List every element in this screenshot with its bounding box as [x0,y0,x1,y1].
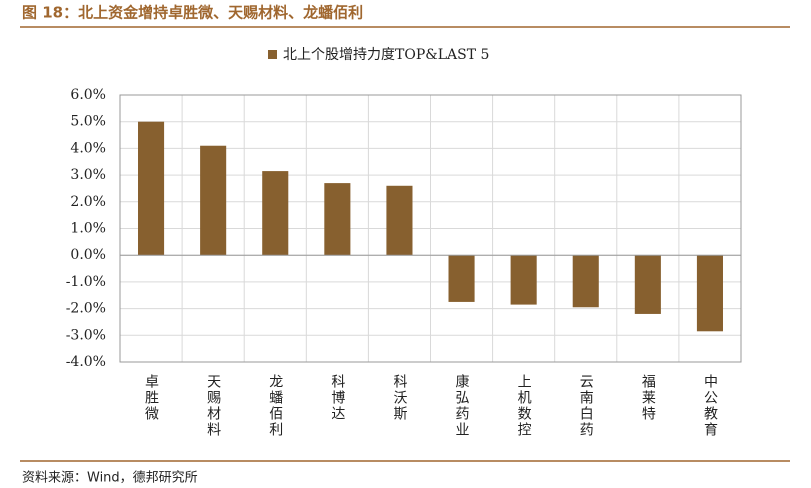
y-tick-label: -4.0% [66,354,106,370]
bar [634,255,661,314]
x-tick-label: 云南白药 [578,374,594,438]
y-tick-label: -1.0% [66,274,106,290]
y-tick-label: -2.0% [66,301,106,317]
bar [200,145,227,256]
y-tick-label: -3.0% [66,327,106,343]
bar [386,185,413,256]
bar [448,255,475,302]
y-tick-label: 2.0% [70,194,106,210]
figure-title: 图 18：北上资金增持卓胜微、天赐材料、龙蟠佰利 [22,4,363,22]
bar [138,121,165,256]
y-tick-label: 1.0% [70,221,106,237]
y-tick-label: 3.0% [70,167,106,183]
x-tick-label: 天赐材料 [205,374,221,438]
bar [510,255,537,305]
bar [572,255,599,308]
x-tick-label: 康弘药业 [454,373,470,438]
x-tick-label: 卓胜微 [143,374,159,422]
x-tick-label: 科博达 [329,374,345,422]
y-tick-label: 5.0% [70,114,106,130]
bar [262,171,289,256]
bar [324,183,351,256]
y-tick-label: 6.0% [70,87,106,103]
x-tick-label: 龙蟠佰利 [267,374,283,438]
legend-label: 北上个股增持力度TOP&LAST 5 [283,47,489,63]
plot-frame [119,94,742,363]
source: 资料来源：Wind，德邦研究所 [22,471,198,486]
x-tick-label: 中公教育 [702,374,718,438]
legend-swatch [268,50,277,59]
bar [696,255,723,332]
x-tick-label: 上机数控 [516,374,532,438]
y-tick-label: 0.0% [70,247,106,263]
x-tick-label: 福莱特 [640,374,656,422]
y-tick-label: 4.0% [70,140,106,156]
x-tick-label: 科沃斯 [391,374,407,422]
